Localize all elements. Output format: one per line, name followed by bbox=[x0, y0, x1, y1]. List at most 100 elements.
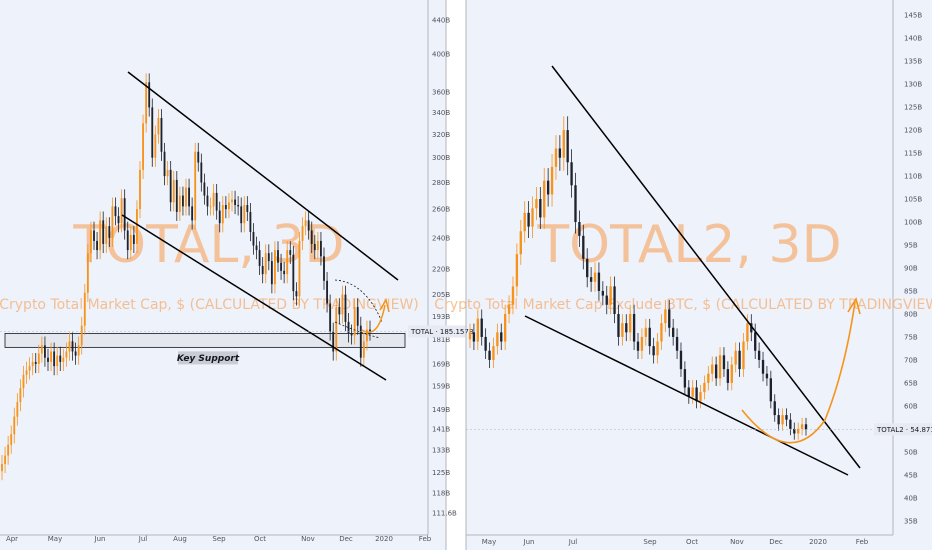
candle-body bbox=[625, 323, 628, 333]
candle-body bbox=[224, 205, 227, 210]
candle-body bbox=[142, 123, 144, 170]
candle-body bbox=[574, 185, 577, 223]
y-tick-label: 140B bbox=[904, 35, 922, 43]
candle-body bbox=[307, 220, 310, 231]
candle-body bbox=[163, 151, 166, 177]
candle-body bbox=[566, 130, 569, 163]
x-tick-label: Jul bbox=[138, 535, 148, 543]
x-tick-label: Dec bbox=[339, 535, 353, 543]
candle-body bbox=[777, 415, 780, 425]
y-tick-label: 181B bbox=[432, 336, 450, 344]
candle-body bbox=[105, 226, 108, 244]
y-tick-label: 169B bbox=[432, 361, 450, 369]
candle-body bbox=[535, 199, 538, 209]
y-tick-label: 111.6B bbox=[432, 510, 457, 518]
candle-body bbox=[292, 254, 295, 292]
candle-body bbox=[785, 415, 788, 420]
x-tick-label: Nov bbox=[730, 538, 744, 546]
candle-body bbox=[197, 151, 200, 163]
candle-body bbox=[605, 295, 608, 305]
candle-body bbox=[773, 401, 776, 416]
candle-body bbox=[527, 212, 530, 227]
candle-body bbox=[316, 240, 319, 251]
candle-body bbox=[800, 424, 804, 429]
candle-body bbox=[507, 304, 511, 314]
candle-body bbox=[188, 187, 190, 207]
candle-body bbox=[714, 364, 718, 379]
candle-body bbox=[632, 313, 636, 342]
y-tick-label: 300B bbox=[432, 154, 450, 162]
y-tick-label: 141B bbox=[432, 426, 450, 434]
candle-body bbox=[488, 350, 491, 360]
recovery-arrow-head bbox=[847, 296, 861, 315]
candle-body bbox=[145, 82, 148, 124]
candle-body bbox=[99, 220, 102, 251]
candle-body bbox=[34, 361, 37, 365]
candle-body bbox=[200, 162, 203, 183]
candle-body bbox=[289, 250, 292, 255]
candle-body bbox=[636, 341, 640, 351]
candle-body bbox=[50, 351, 52, 362]
candle-body bbox=[175, 179, 178, 212]
candle-body bbox=[503, 313, 507, 342]
candle-body bbox=[136, 209, 138, 244]
x-tick-label: 2020 bbox=[375, 535, 393, 543]
candle-body bbox=[586, 258, 589, 278]
x-tick-label: Feb bbox=[856, 538, 869, 546]
candle-body bbox=[258, 250, 261, 266]
candle-body bbox=[648, 327, 651, 347]
candle-body bbox=[347, 321, 350, 334]
candle-body bbox=[310, 230, 313, 244]
lower-trendline bbox=[524, 315, 849, 476]
candle-body bbox=[304, 220, 307, 227]
y-tick-label: 110B bbox=[904, 173, 922, 181]
last-value-label: TOTAL · 185.157B bbox=[410, 328, 474, 336]
x-tick-label: Dec bbox=[769, 538, 783, 546]
y-tick-label: 193B bbox=[432, 313, 450, 321]
candle-body bbox=[126, 230, 129, 251]
candle-body bbox=[703, 382, 706, 393]
candle-body bbox=[683, 369, 687, 388]
candle-body bbox=[93, 230, 95, 241]
y-tick-label: 220B bbox=[432, 266, 450, 274]
y-tick-label: 400B bbox=[432, 51, 450, 59]
candle-body bbox=[255, 245, 258, 251]
candle-body bbox=[169, 169, 172, 203]
candle-body bbox=[793, 428, 796, 434]
x-tick-label: May bbox=[48, 535, 62, 543]
candle-body bbox=[329, 303, 332, 332]
candle-body bbox=[691, 387, 694, 397]
x-tick-label: May bbox=[482, 538, 496, 546]
candle-body bbox=[338, 307, 341, 315]
candle-body bbox=[108, 226, 111, 238]
x-tick-label: Jun bbox=[94, 535, 106, 543]
candle-body bbox=[206, 195, 209, 207]
candle-body bbox=[243, 205, 246, 224]
x-tick-label: Aug bbox=[173, 535, 187, 543]
candle-body bbox=[668, 309, 671, 328]
y-tick-label: 75B bbox=[904, 333, 918, 341]
candle-body bbox=[4, 455, 6, 464]
y-tick-label: 159B bbox=[432, 382, 450, 390]
candle-body bbox=[511, 286, 515, 305]
x-tick-label: Apr bbox=[6, 535, 18, 543]
y-tick-label: 50B bbox=[904, 448, 918, 456]
candle-body bbox=[757, 350, 761, 360]
y-tick-label: 45B bbox=[904, 471, 918, 479]
candle-body bbox=[500, 332, 503, 342]
candle-body bbox=[644, 327, 647, 337]
y-tick-label: 65B bbox=[904, 379, 918, 387]
breakout-arrow-head bbox=[379, 298, 390, 313]
candle-body bbox=[519, 231, 522, 255]
candle-body bbox=[341, 294, 344, 315]
candle-body bbox=[550, 166, 554, 195]
candle-body bbox=[218, 210, 221, 224]
candle-body bbox=[675, 336, 679, 351]
candle-body bbox=[277, 250, 279, 263]
candle-body bbox=[77, 345, 80, 356]
candle-body bbox=[25, 370, 28, 375]
candle-body bbox=[350, 333, 353, 336]
